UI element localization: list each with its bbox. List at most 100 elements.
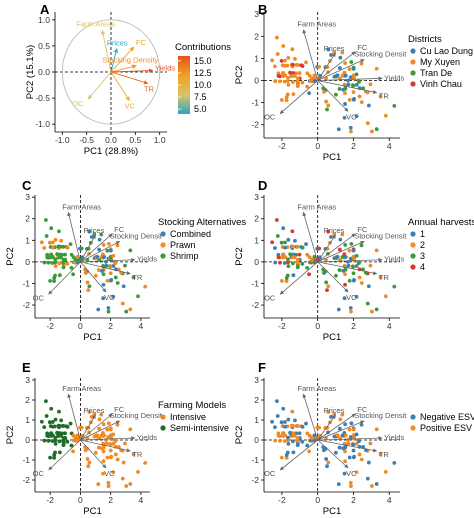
data-point [50, 245, 55, 250]
panel-label: C [22, 178, 32, 193]
legend-swatch [410, 59, 416, 65]
legend-swatch [410, 425, 416, 431]
data-point [335, 254, 340, 259]
y-tick-label: 1 [254, 415, 259, 425]
data-point [341, 268, 346, 273]
data-point [392, 284, 397, 289]
data-point [120, 301, 125, 306]
data-point [273, 246, 277, 250]
data-point [307, 272, 311, 277]
data-point [351, 83, 356, 88]
x-tick-label: 2 [351, 141, 356, 151]
data-point [325, 65, 330, 69]
data-point [61, 439, 66, 443]
data-point [357, 94, 362, 99]
data-point [392, 103, 397, 108]
legend-label: 3 [420, 251, 425, 261]
data-point [273, 438, 278, 443]
data-point [334, 273, 338, 278]
data-point [105, 278, 110, 283]
data-point [307, 255, 312, 260]
data-point [338, 417, 343, 422]
data-point [281, 406, 286, 411]
loading-label: OC [33, 469, 45, 478]
loading-label: Prices [84, 226, 105, 235]
loading-label: Yields [137, 255, 157, 264]
data-point [288, 430, 292, 435]
data-point [99, 412, 104, 417]
y-tick-label: 0 [254, 76, 259, 86]
data-point [374, 66, 379, 71]
data-point [347, 278, 352, 283]
data-point [136, 294, 140, 299]
data-point [304, 242, 308, 247]
data-point [106, 241, 111, 246]
data-point [116, 267, 121, 272]
data-point [329, 415, 333, 419]
data-point [305, 265, 310, 270]
loading-arrow [317, 413, 356, 441]
data-point [322, 448, 326, 453]
data-point [59, 418, 64, 423]
data-point [61, 265, 66, 270]
data-point [57, 229, 61, 234]
x-tick-label: -2 [278, 141, 286, 151]
data-point [348, 125, 353, 130]
data-point [284, 455, 289, 460]
data-point [270, 419, 275, 424]
data-point [279, 240, 284, 245]
data-point [342, 296, 347, 301]
data-point [300, 261, 305, 266]
legend-swatch [160, 253, 166, 259]
legend-label: My Xuyen [420, 57, 460, 67]
data-point [102, 433, 107, 438]
data-point [113, 275, 118, 280]
y-tick-label: 3 [254, 192, 259, 202]
data-point [295, 265, 300, 270]
loading-label: VC [104, 469, 115, 478]
data-point [63, 252, 67, 257]
loading-label: TR [379, 273, 390, 282]
legend-title: Contributions [175, 42, 231, 53]
data-point [368, 263, 373, 268]
data-point [290, 423, 295, 428]
data-point [128, 427, 133, 432]
data-point [101, 422, 106, 427]
data-point [93, 273, 98, 278]
panel-label: E [22, 360, 31, 375]
data-point [52, 455, 57, 460]
loading-label: Stocking Density [102, 56, 158, 65]
y-tick-label: 3 [25, 192, 30, 202]
data-point [354, 441, 359, 446]
data-point [108, 271, 113, 276]
data-point [104, 441, 109, 446]
data-point [111, 470, 116, 475]
data-point [286, 438, 290, 443]
data-point [326, 47, 331, 52]
loading-arrow [48, 439, 81, 471]
x-tick-label: 4 [139, 495, 144, 505]
y-tick-label: 1.0 [38, 15, 50, 25]
data-point [295, 443, 300, 448]
data-point [50, 420, 55, 424]
x-tick-label: 0.5 [129, 135, 141, 145]
data-point [324, 99, 329, 104]
data-point [109, 278, 113, 283]
data-point [335, 433, 340, 438]
data-point [354, 114, 359, 119]
data-point [343, 282, 347, 287]
loading-arrow [317, 261, 378, 276]
x-tick-label: -1.0 [55, 135, 70, 145]
data-point [383, 294, 388, 299]
data-point [106, 421, 111, 426]
loading-label: OC [72, 99, 84, 108]
x-tick-label: -2 [278, 495, 286, 505]
data-point [351, 433, 356, 438]
data-point [359, 243, 364, 248]
data-point [128, 482, 133, 486]
loading-arrow [302, 29, 319, 81]
loading-label: FC [357, 405, 368, 414]
loading-label: FC [136, 38, 147, 47]
